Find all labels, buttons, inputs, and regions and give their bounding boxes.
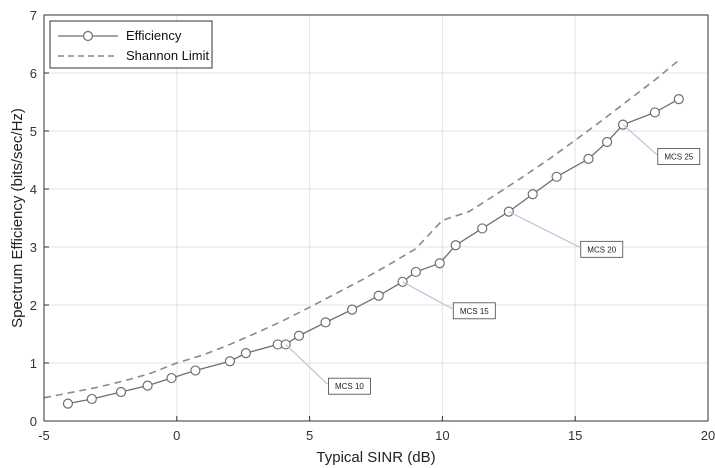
- efficiency-point: [527, 189, 538, 200]
- efficiency-point: [649, 107, 660, 118]
- efficiency-point: [166, 372, 177, 384]
- efficiency-point: [224, 356, 236, 367]
- efficiency-point: [190, 365, 201, 376]
- annotation-label: MCS 15: [460, 307, 489, 316]
- efficiency-point: [450, 240, 461, 251]
- y-tick-label: 3: [30, 240, 37, 255]
- efficiency-point: [601, 136, 613, 148]
- x-tick-label: 10: [435, 428, 449, 443]
- efficiency-point: [346, 304, 358, 315]
- annotation-label: MCS 25: [664, 153, 693, 162]
- x-tick-label: 20: [701, 428, 715, 443]
- y-tick-label: 2: [30, 298, 37, 313]
- efficiency-point: [477, 223, 488, 234]
- efficiency-point: [320, 317, 331, 328]
- efficiency-point: [240, 348, 251, 359]
- x-tick-label: -5: [38, 428, 50, 443]
- annotation-box: [580, 240, 624, 258]
- plot-background: [44, 15, 708, 421]
- legend-efficiency-label: Efficiency: [126, 28, 182, 43]
- annotation-leader-line: [622, 124, 658, 155]
- plot-frame: [43, 14, 709, 422]
- efficiency-point: [434, 258, 445, 269]
- efficiency-point: [551, 171, 562, 182]
- annotation-box: [452, 302, 496, 320]
- x-tick-label: 0: [173, 428, 180, 443]
- annotation-leader-line: [402, 281, 453, 310]
- efficiency-point: [373, 290, 384, 301]
- y-tick-label: 0: [30, 414, 37, 429]
- y-tick-label: 6: [30, 66, 37, 81]
- annotation-box: [328, 377, 371, 395]
- legend: Efficiency Shannon Limit: [49, 20, 213, 69]
- efficiency-point: [62, 398, 74, 409]
- y-tick-label: 1: [30, 356, 37, 371]
- annotation-layer: MCS 10 MCS 15 MCS 20 MCS 25: [285, 124, 701, 395]
- y-axis-label: Spectrum Efficiency (bits/sec/Hz): [9, 108, 26, 328]
- shannon-limit-line: [43, 59, 680, 399]
- x-tick-label: 15: [568, 428, 582, 443]
- efficiency-point: [115, 386, 127, 398]
- efficiency-point: [86, 393, 97, 405]
- x-axis-label: Typical SINR (dB): [316, 449, 435, 466]
- legend-box: [49, 20, 213, 69]
- annotation-leader-line: [508, 211, 581, 248]
- annotation-leader-line: [285, 344, 328, 385]
- y-tick-label: 7: [30, 8, 37, 23]
- x-tick-label: 5: [306, 428, 313, 443]
- efficiency-point: [410, 266, 421, 278]
- annotation-label: MCS 20: [587, 245, 616, 254]
- series-layer: [43, 59, 684, 409]
- efficiency-point: [293, 330, 305, 341]
- y-tick-label: 4: [30, 182, 37, 197]
- annotation-label: MCS 10: [335, 382, 364, 391]
- efficiency-point: [583, 153, 594, 164]
- legend-efficiency-marker: [82, 30, 94, 42]
- annotation-box: [657, 148, 701, 165]
- efficiency-point: [142, 380, 153, 391]
- y-tick-label: 5: [30, 124, 37, 139]
- efficiency-point: [673, 93, 684, 105]
- legend-shannon-label: Shannon Limit: [126, 48, 209, 63]
